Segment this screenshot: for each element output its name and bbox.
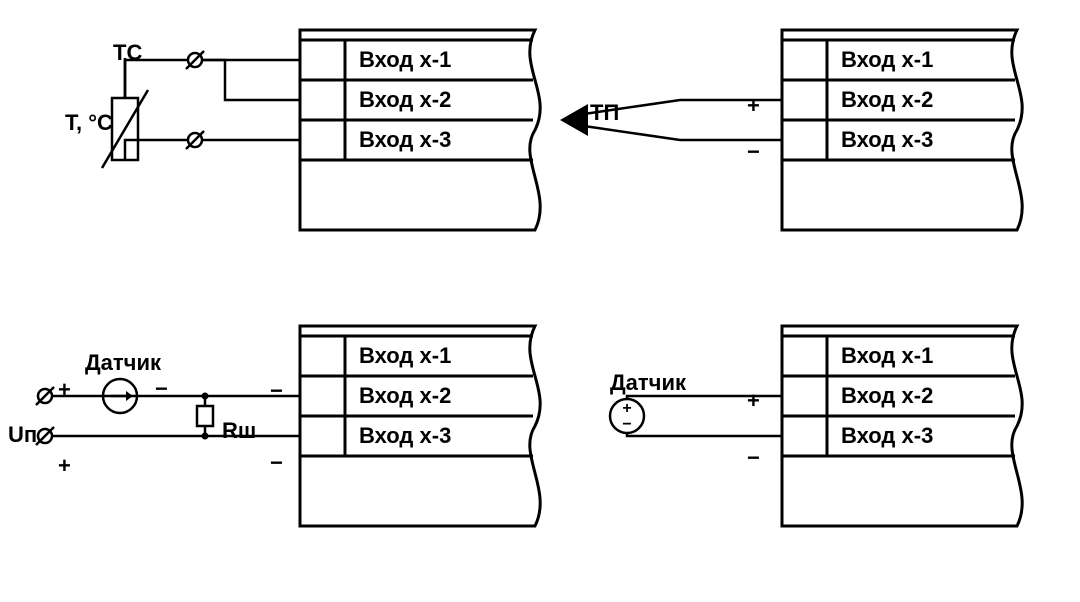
label-sensor2: Датчик — [610, 370, 687, 395]
label-tl-p2: + — [58, 453, 71, 478]
label-tc: ТС — [113, 40, 142, 65]
label-tl-p1: + — [58, 377, 71, 402]
sensor-plus: + — [622, 400, 631, 417]
label-u-supply: Uп — [8, 422, 37, 447]
label-sensor1: Датчик — [85, 350, 162, 375]
label-tl-m3: − — [270, 450, 283, 475]
sensor-minus: − — [622, 416, 631, 433]
row-label: Вход х-2 — [359, 87, 451, 112]
row-label: Вход х-2 — [841, 383, 933, 408]
label-tp-m: − — [747, 139, 760, 164]
label-br-p: + — [747, 388, 760, 413]
row-label: Вход х-1 — [841, 47, 933, 72]
row-label: Вход х-2 — [359, 383, 451, 408]
tc-lead-neg — [584, 126, 782, 140]
row-label: Вход х-1 — [841, 343, 933, 368]
row-label: Вход х-3 — [841, 423, 933, 448]
row-label: Вход х-2 — [841, 87, 933, 112]
label-tl-m1: − — [155, 376, 168, 401]
shunt — [197, 406, 213, 426]
label-br-m: − — [747, 445, 760, 470]
label-tp-p: + — [747, 93, 760, 118]
label-r-shunt: Rш — [222, 418, 256, 443]
label-tl-m2: − — [270, 378, 283, 403]
row-label: Вход х-1 — [359, 47, 451, 72]
label-t-degc: T, °C — [65, 110, 113, 135]
label-tp: ТП — [590, 100, 619, 125]
arrow — [126, 391, 133, 401]
wire — [225, 60, 300, 100]
wire — [125, 60, 187, 98]
row-label: Вход х-1 — [359, 343, 451, 368]
row-label: Вход х-3 — [359, 127, 451, 152]
tc-tip — [560, 104, 588, 136]
row-label: Вход х-3 — [841, 127, 933, 152]
row-label: Вход х-3 — [359, 423, 451, 448]
